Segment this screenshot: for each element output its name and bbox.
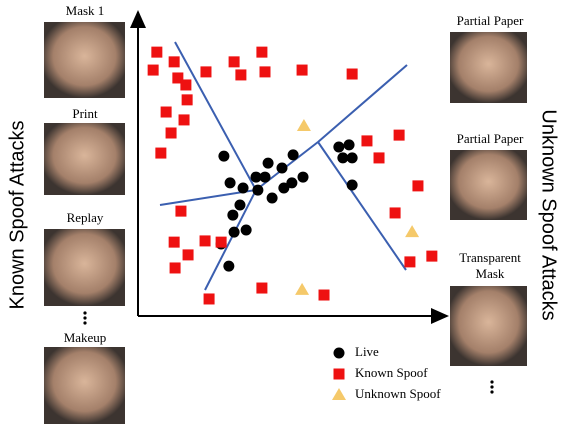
point bbox=[344, 139, 355, 150]
photo-caption-box: Transparent Mask bbox=[450, 250, 530, 286]
unknown-attacks-title: Unknown Spoof Attacks bbox=[538, 109, 560, 320]
point bbox=[148, 65, 159, 76]
point bbox=[319, 290, 330, 301]
ellipsis bbox=[83, 311, 493, 393]
point bbox=[288, 149, 299, 160]
photo bbox=[450, 32, 527, 103]
points bbox=[148, 47, 438, 305]
point bbox=[169, 56, 180, 67]
point bbox=[161, 107, 172, 118]
photos bbox=[44, 22, 527, 424]
legend-label: Unknown Spoof bbox=[355, 386, 441, 401]
point bbox=[235, 69, 246, 80]
point bbox=[263, 158, 274, 169]
point bbox=[223, 261, 234, 272]
point bbox=[259, 172, 270, 183]
legend-swatch bbox=[332, 388, 346, 400]
legend-swatch bbox=[334, 369, 345, 380]
point bbox=[241, 224, 252, 235]
point bbox=[297, 65, 308, 76]
point bbox=[405, 225, 419, 237]
point bbox=[170, 262, 181, 273]
photo-caption: Makeup bbox=[64, 330, 107, 345]
point bbox=[297, 119, 311, 131]
point bbox=[200, 235, 211, 246]
photo bbox=[450, 286, 527, 366]
point bbox=[337, 152, 348, 163]
photo bbox=[44, 123, 125, 195]
legend-label: Known Spoof bbox=[355, 365, 428, 380]
point bbox=[256, 283, 267, 294]
point bbox=[180, 79, 191, 90]
point bbox=[333, 141, 344, 152]
photo-caption: Partial Paper bbox=[457, 131, 524, 146]
point bbox=[166, 127, 177, 138]
point bbox=[169, 237, 180, 248]
point bbox=[412, 180, 423, 191]
point bbox=[394, 130, 405, 141]
point bbox=[374, 152, 385, 163]
point bbox=[200, 66, 211, 77]
point bbox=[298, 172, 309, 183]
point bbox=[252, 185, 263, 196]
point bbox=[216, 237, 227, 248]
point bbox=[175, 206, 186, 217]
legend-swatch bbox=[334, 348, 345, 359]
photo bbox=[44, 22, 125, 98]
point bbox=[182, 94, 193, 105]
point bbox=[390, 207, 401, 218]
point bbox=[361, 135, 372, 146]
point bbox=[227, 210, 238, 221]
point bbox=[276, 162, 287, 173]
point bbox=[347, 69, 358, 80]
point bbox=[151, 47, 162, 58]
known-attacks-title: Known Spoof Attacks bbox=[6, 120, 28, 309]
point bbox=[238, 183, 249, 194]
photo bbox=[450, 150, 527, 220]
point bbox=[179, 114, 190, 125]
photo-caption: Replay bbox=[67, 210, 104, 225]
point bbox=[256, 47, 267, 58]
point bbox=[204, 293, 215, 304]
photo-caption: Partial Paper bbox=[457, 13, 524, 28]
point bbox=[234, 200, 245, 211]
photo bbox=[44, 347, 125, 424]
point bbox=[155, 148, 166, 159]
point bbox=[347, 179, 358, 190]
point bbox=[278, 183, 289, 194]
point bbox=[426, 251, 437, 262]
point bbox=[404, 256, 415, 267]
photo-caption: Mask 1 bbox=[66, 3, 105, 18]
point bbox=[229, 56, 240, 67]
point bbox=[229, 227, 240, 238]
point bbox=[267, 193, 278, 204]
photo-caption: Print bbox=[72, 106, 98, 121]
point bbox=[218, 151, 229, 162]
legend-label: Live bbox=[355, 344, 379, 359]
point bbox=[295, 283, 309, 295]
photo bbox=[44, 229, 125, 306]
figure: Known Spoof Attacks Unknown Spoof Attack… bbox=[0, 0, 561, 427]
photo-caption: Transparent Mask bbox=[455, 250, 525, 282]
point bbox=[183, 249, 194, 260]
point bbox=[259, 66, 270, 77]
point bbox=[225, 177, 236, 188]
